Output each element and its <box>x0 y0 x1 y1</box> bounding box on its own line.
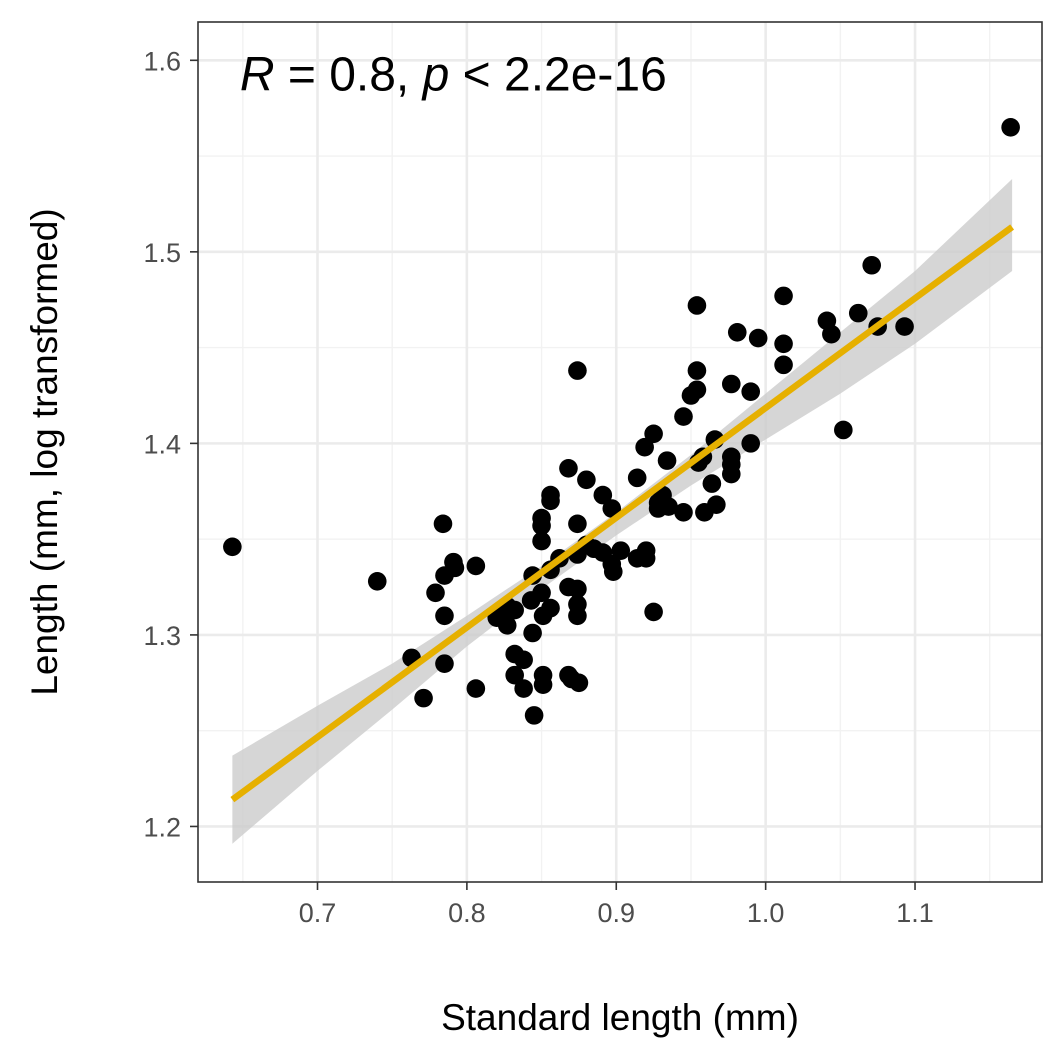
data-point <box>774 355 793 375</box>
data-point <box>505 600 524 620</box>
data-point <box>611 541 631 560</box>
data-point <box>514 650 533 670</box>
data-point <box>433 514 453 534</box>
data-point <box>687 296 707 315</box>
data-point <box>603 562 623 582</box>
data-point <box>636 549 656 568</box>
data-point <box>627 468 647 488</box>
data-point <box>822 324 841 344</box>
data-point <box>569 673 589 693</box>
data-point <box>848 303 868 323</box>
data-point <box>674 503 693 522</box>
data-point <box>532 583 551 603</box>
data-point <box>727 322 747 342</box>
data-points <box>223 118 1020 725</box>
data-point <box>414 688 433 708</box>
data-point <box>532 531 551 551</box>
x-tick-label: 1.1 <box>896 898 934 928</box>
y-tick-label: 1.6 <box>143 46 181 76</box>
data-point <box>1001 118 1020 137</box>
data-point <box>895 317 914 336</box>
data-point <box>659 497 678 516</box>
data-point <box>514 679 533 698</box>
x-tick-label: 1.0 <box>747 898 785 928</box>
data-point <box>466 679 486 698</box>
data-point <box>568 579 587 599</box>
y-axis-ticks: 1.2 1.3 1.4 1.5 1.6 <box>143 46 198 842</box>
data-point <box>523 623 542 643</box>
data-point <box>505 665 524 685</box>
annotation-p-value: < 2.2e-16 <box>449 49 667 102</box>
correlation-annotation: R = 0.8, p < 2.2e-16 <box>240 49 667 102</box>
data-point <box>466 556 486 576</box>
data-point <box>644 424 663 444</box>
data-point <box>223 537 242 557</box>
x-axis-title: Standard length (mm) <box>441 997 799 1038</box>
data-point <box>593 485 613 505</box>
data-point <box>533 675 553 695</box>
data-point <box>532 516 551 536</box>
data-point <box>497 616 517 635</box>
annotation-p-symbol: p <box>421 49 450 102</box>
panel-border <box>197 21 1043 883</box>
data-point <box>577 470 596 490</box>
y-tick-label: 1.4 <box>143 429 181 459</box>
data-point <box>721 374 741 394</box>
data-point <box>568 606 587 626</box>
y-tick-label: 1.2 <box>143 812 181 842</box>
data-point <box>445 558 465 578</box>
data-point <box>721 464 741 484</box>
data-point <box>541 491 560 511</box>
data-point <box>367 571 387 591</box>
data-point <box>435 606 454 626</box>
grid-minor <box>198 22 1042 882</box>
data-point <box>687 361 707 380</box>
data-point <box>748 328 768 348</box>
data-point <box>774 286 793 306</box>
data-point <box>435 654 454 673</box>
data-point <box>707 495 726 514</box>
x-axis-ticks: 0.7 0.8 0.9 1.0 1.1 <box>299 882 934 928</box>
x-tick-label: 0.8 <box>448 898 486 928</box>
annotation-r-value: = 0.8, <box>274 49 422 102</box>
data-point <box>602 499 622 518</box>
annotation-r-symbol: R <box>240 49 275 102</box>
data-point <box>657 451 677 470</box>
data-point <box>702 474 722 493</box>
data-point <box>741 382 761 401</box>
data-point <box>524 706 544 725</box>
data-point <box>834 420 853 440</box>
data-point <box>568 514 587 534</box>
y-tick-label: 1.5 <box>143 238 181 268</box>
data-point <box>559 458 578 478</box>
data-point <box>644 602 663 622</box>
data-point <box>774 334 793 354</box>
data-point <box>674 407 693 426</box>
x-tick-label: 0.7 <box>299 898 337 928</box>
data-point <box>687 380 707 400</box>
y-axis-title: Length (mm, log transformed) <box>24 208 65 695</box>
x-tick-label: 0.9 <box>597 898 635 928</box>
regression-line <box>230 224 1015 803</box>
data-point <box>426 583 445 603</box>
data-point <box>635 437 654 457</box>
data-point <box>741 434 761 453</box>
data-point <box>541 598 560 618</box>
data-point <box>568 361 587 380</box>
y-tick-label: 1.3 <box>143 621 181 651</box>
data-point <box>862 255 882 275</box>
